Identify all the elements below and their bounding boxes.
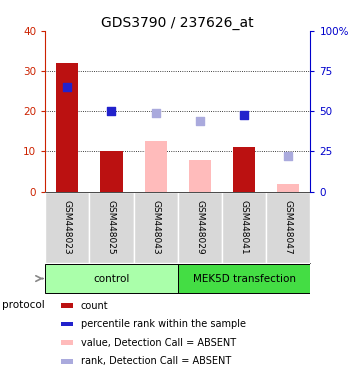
- Text: GSM448029: GSM448029: [195, 200, 204, 255]
- Text: GSM448043: GSM448043: [151, 200, 160, 255]
- Point: [197, 118, 203, 124]
- Bar: [189, 159, 211, 192]
- Bar: [178, 264, 310, 293]
- Text: value, Detection Call = ABSENT: value, Detection Call = ABSENT: [81, 338, 236, 348]
- Point: [241, 112, 247, 118]
- Bar: [222, 192, 266, 263]
- Bar: [233, 147, 255, 192]
- Point: [153, 110, 158, 116]
- Text: count: count: [81, 301, 108, 311]
- Text: rank, Detection Call = ABSENT: rank, Detection Call = ABSENT: [81, 356, 231, 366]
- Bar: [61, 321, 73, 326]
- Text: GSM448041: GSM448041: [240, 200, 249, 255]
- Bar: [145, 141, 167, 192]
- Bar: [266, 192, 310, 263]
- Text: percentile rank within the sample: percentile rank within the sample: [81, 319, 246, 329]
- Text: protocol: protocol: [2, 300, 44, 310]
- Bar: [61, 340, 73, 345]
- Point: [286, 152, 291, 159]
- Bar: [277, 184, 299, 192]
- Bar: [134, 192, 178, 263]
- Bar: [100, 152, 122, 192]
- Text: GSM448047: GSM448047: [284, 200, 293, 255]
- Point: [64, 84, 70, 90]
- Text: GSM448023: GSM448023: [63, 200, 72, 255]
- Text: control: control: [93, 273, 130, 283]
- Bar: [56, 63, 78, 192]
- Text: MEK5D transfection: MEK5D transfection: [193, 273, 296, 283]
- Text: GSM448025: GSM448025: [107, 200, 116, 255]
- Bar: [45, 264, 178, 293]
- Bar: [45, 192, 90, 263]
- Bar: [61, 359, 73, 364]
- Bar: [61, 303, 73, 308]
- Bar: [90, 192, 134, 263]
- Point: [109, 108, 114, 114]
- Title: GDS3790 / 237626_at: GDS3790 / 237626_at: [101, 16, 254, 30]
- Bar: [178, 192, 222, 263]
